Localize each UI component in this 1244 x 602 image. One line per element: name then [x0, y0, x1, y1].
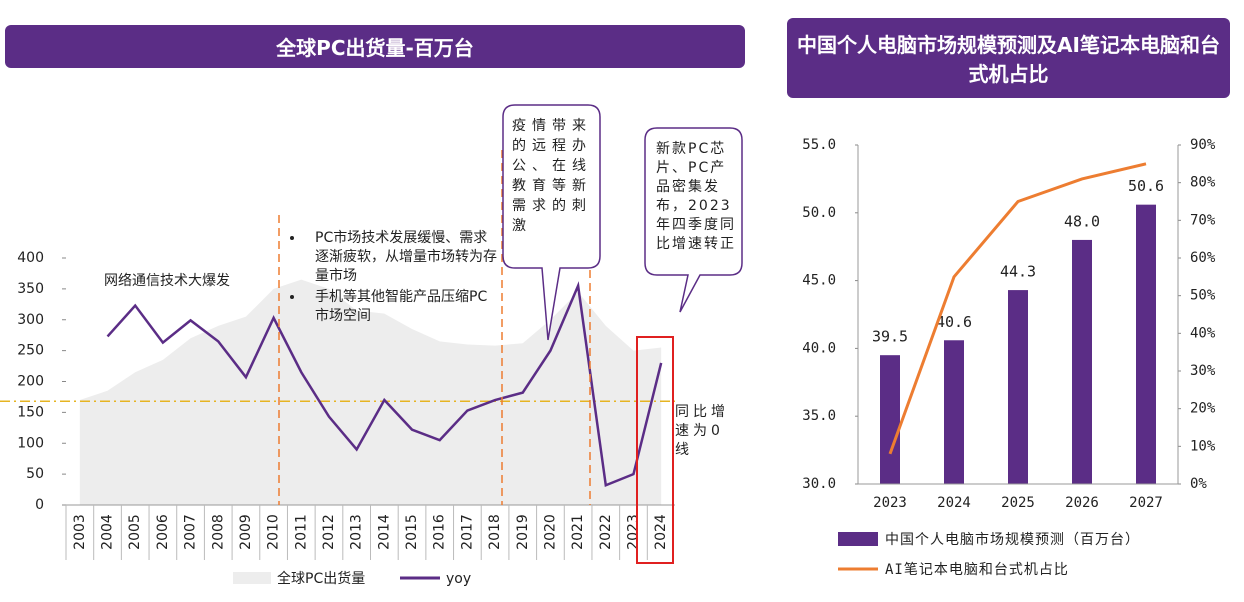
bullet [290, 236, 294, 240]
x-tick-label: 2019 [515, 514, 531, 550]
x-tick-label: 2004 [100, 514, 116, 550]
x-tick-label: 2025 [1001, 495, 1035, 511]
x-tick-label: 2014 [376, 514, 392, 550]
y-tick-label: 150 [17, 404, 44, 420]
x-tick-label: 2023 [625, 514, 641, 550]
annotation: PC市场技术发展缓慢、需求逐渐疲软，从增量市场转为存量市场 [315, 230, 497, 284]
chart-title: 中国个人电脑市场规模预测及AI笔记本电脑和台式机占比 [787, 18, 1230, 98]
x-tick-label: 2015 [404, 514, 420, 550]
x-tick-label: 2013 [349, 514, 365, 550]
annotation: 网络通信技术大爆发 [104, 273, 230, 289]
x-tick-label: 2006 [155, 514, 171, 550]
y2-tick-label: 30% [1190, 363, 1216, 379]
chart-title: 全球PC出货量-百万台 [5, 25, 745, 68]
y-tick-label: 55.0 [802, 137, 836, 153]
area [79, 279, 662, 505]
bar [1136, 204, 1156, 484]
x-tick-label: 2022 [598, 514, 614, 550]
data-label: 50.6 [1128, 177, 1164, 195]
data-label: 44.3 [1000, 263, 1036, 281]
data-label: 40.6 [936, 313, 972, 331]
highlight-box [636, 336, 674, 564]
data-label: 39.5 [872, 328, 908, 346]
line [106, 281, 663, 487]
x-tick-label: 2007 [183, 514, 199, 550]
y2-tick-label: 80% [1190, 175, 1216, 191]
x-tick-label: 2018 [487, 514, 503, 550]
annotation: 手机等其他智能产品压缩PC市场空间 [315, 289, 488, 324]
y-tick-label: 100 [17, 435, 44, 451]
data-label: 48.0 [1064, 212, 1100, 230]
y-tick-label: 40.0 [802, 340, 836, 356]
callout [502, 104, 601, 341]
bar [944, 340, 964, 484]
y2-tick-label: 0% [1190, 476, 1207, 492]
y2-tick-label: 10% [1190, 438, 1216, 454]
x-tick-label: 2024 [653, 514, 669, 550]
legend-swatch [233, 572, 271, 584]
bar [1008, 290, 1028, 484]
x-tick-label: 2021 [570, 514, 586, 550]
y-tick-label: 0 [35, 497, 44, 513]
y-tick-label: 45.0 [802, 273, 836, 289]
y-tick-label: 30.0 [802, 476, 836, 492]
y2-tick-label: 20% [1190, 401, 1216, 417]
x-tick-label: 2017 [459, 514, 475, 550]
y-tick-label: 400 [17, 250, 44, 266]
x-tick-label: 2008 [210, 514, 226, 550]
legend-label: 中国个人电脑市场规模预测（百万台） [885, 531, 1140, 548]
x-tick-label: 2026 [1065, 495, 1099, 511]
y-tick-label: 250 [17, 343, 44, 359]
annotation: 新款PC芯片、PC产品密集发布，2023年四季度同比增速转正 [656, 141, 736, 252]
y2-tick-label: 40% [1190, 325, 1216, 341]
reference-label: 同比增速为0线 [675, 404, 729, 458]
x-tick-label: 2020 [542, 514, 558, 550]
bar [1072, 239, 1092, 484]
x-tick-label: 2023 [873, 495, 907, 511]
x-tick-label: 2024 [937, 495, 971, 511]
y2-tick-label: 50% [1190, 288, 1216, 304]
bullet [290, 295, 294, 299]
legend-label: 全球PC出货量 [277, 570, 365, 587]
right-chart: 30.0 35.0 40.0 45.0 50.0 55.0 0% 10% 20% 30% 40% 50… [802, 137, 1216, 578]
x-tick-label: 2009 [238, 514, 254, 550]
legend-swatch [838, 532, 878, 546]
y-tick-label: 300 [17, 312, 44, 328]
left-chart: 0 50 100 150 200 250 300 350 400 2003 2004 2005 2006… [0, 250, 675, 587]
x-tick-label: 2027 [1129, 495, 1163, 511]
annotation: 疫情带来的远程办公、在线教育等新需求的刺激 [512, 118, 592, 234]
y-tick-label: 50 [26, 466, 44, 482]
line [888, 162, 1147, 455]
y2-tick-label: 60% [1190, 250, 1216, 266]
legend-label: yoy [446, 571, 471, 587]
y-tick-label: 50.0 [802, 205, 836, 221]
x-tick-label: 2010 [266, 514, 282, 550]
y2-tick-label: 90% [1190, 137, 1216, 153]
bar [880, 355, 900, 484]
x-tick-label: 2011 [293, 514, 309, 550]
x-tick-label: 2003 [72, 514, 88, 550]
x-tick-label: 2012 [321, 514, 337, 550]
x-tick-label: 2005 [127, 514, 143, 550]
y-tick-label: 350 [17, 281, 44, 297]
y-tick-label: 35.0 [802, 408, 836, 424]
callout [644, 127, 743, 313]
y-tick-label: 200 [17, 374, 44, 390]
legend-label: AI笔记本电脑和台式机占比 [885, 562, 1069, 578]
y2-tick-label: 70% [1190, 212, 1216, 228]
x-tick-label: 2016 [432, 514, 448, 550]
